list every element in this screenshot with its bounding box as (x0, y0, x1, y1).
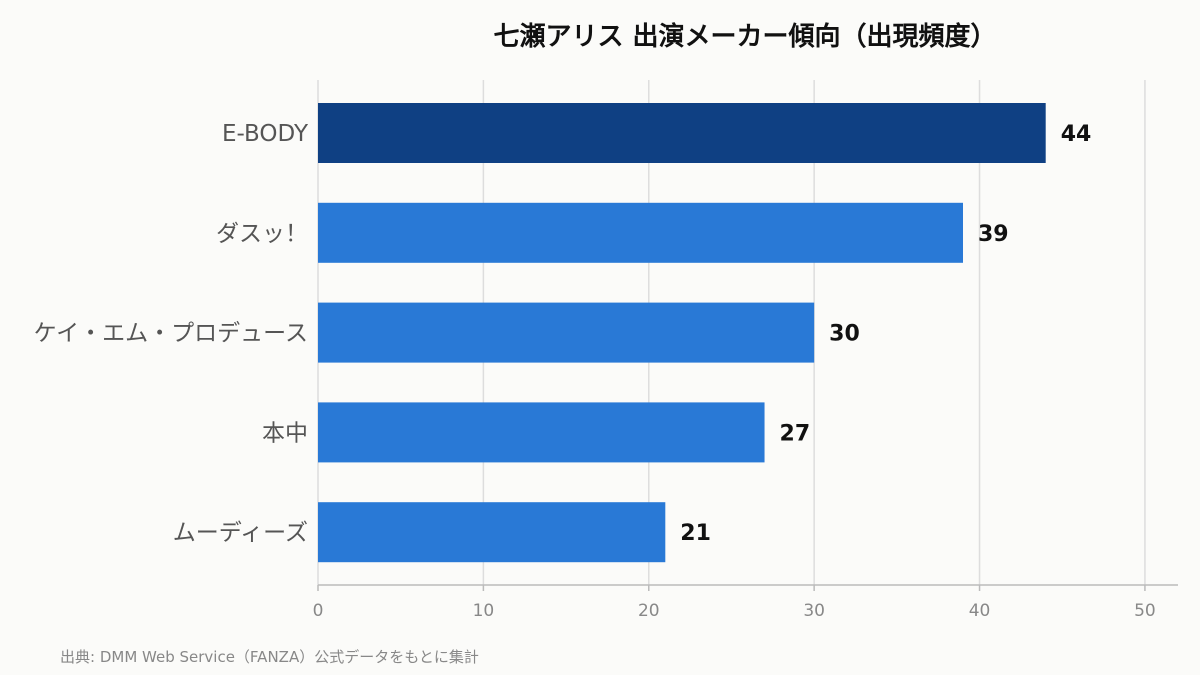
category-label: ダスッ！ (216, 221, 308, 247)
x-tick-label: 50 (1134, 601, 1156, 621)
value-label: 44 (1061, 122, 1092, 147)
value-label: 30 (829, 322, 860, 347)
bar (318, 302, 815, 363)
value-label: 21 (680, 521, 711, 546)
category-label: E-BODY (222, 121, 309, 147)
x-tick-label: 40 (969, 601, 991, 621)
category-label: ケイ・エム・プロデュース (34, 321, 308, 347)
bar (318, 502, 666, 563)
bar (318, 202, 963, 263)
value-label: 27 (780, 421, 811, 446)
category-label: ムーディーズ (173, 520, 308, 546)
category-label: 本中 (262, 420, 308, 446)
value-label: 39 (978, 222, 1009, 247)
x-tick-label: 0 (313, 601, 324, 621)
source-note: 出典: DMM Web Service（FANZA）公式データをもとに集計 (60, 648, 479, 666)
value-labels: 44 39 30 27 21 (680, 122, 1091, 546)
x-tick-labels: 0 10 20 30 40 50 (313, 585, 1156, 621)
x-tick-label: 20 (638, 601, 660, 621)
bars (318, 103, 1046, 563)
x-tick-label: 30 (803, 601, 825, 621)
bar (318, 103, 1046, 163)
bar (318, 402, 765, 463)
x-tick-label: 10 (473, 601, 495, 621)
chart-title: 七瀬アリス 出演メーカー傾向（出現頻度） (493, 21, 996, 52)
